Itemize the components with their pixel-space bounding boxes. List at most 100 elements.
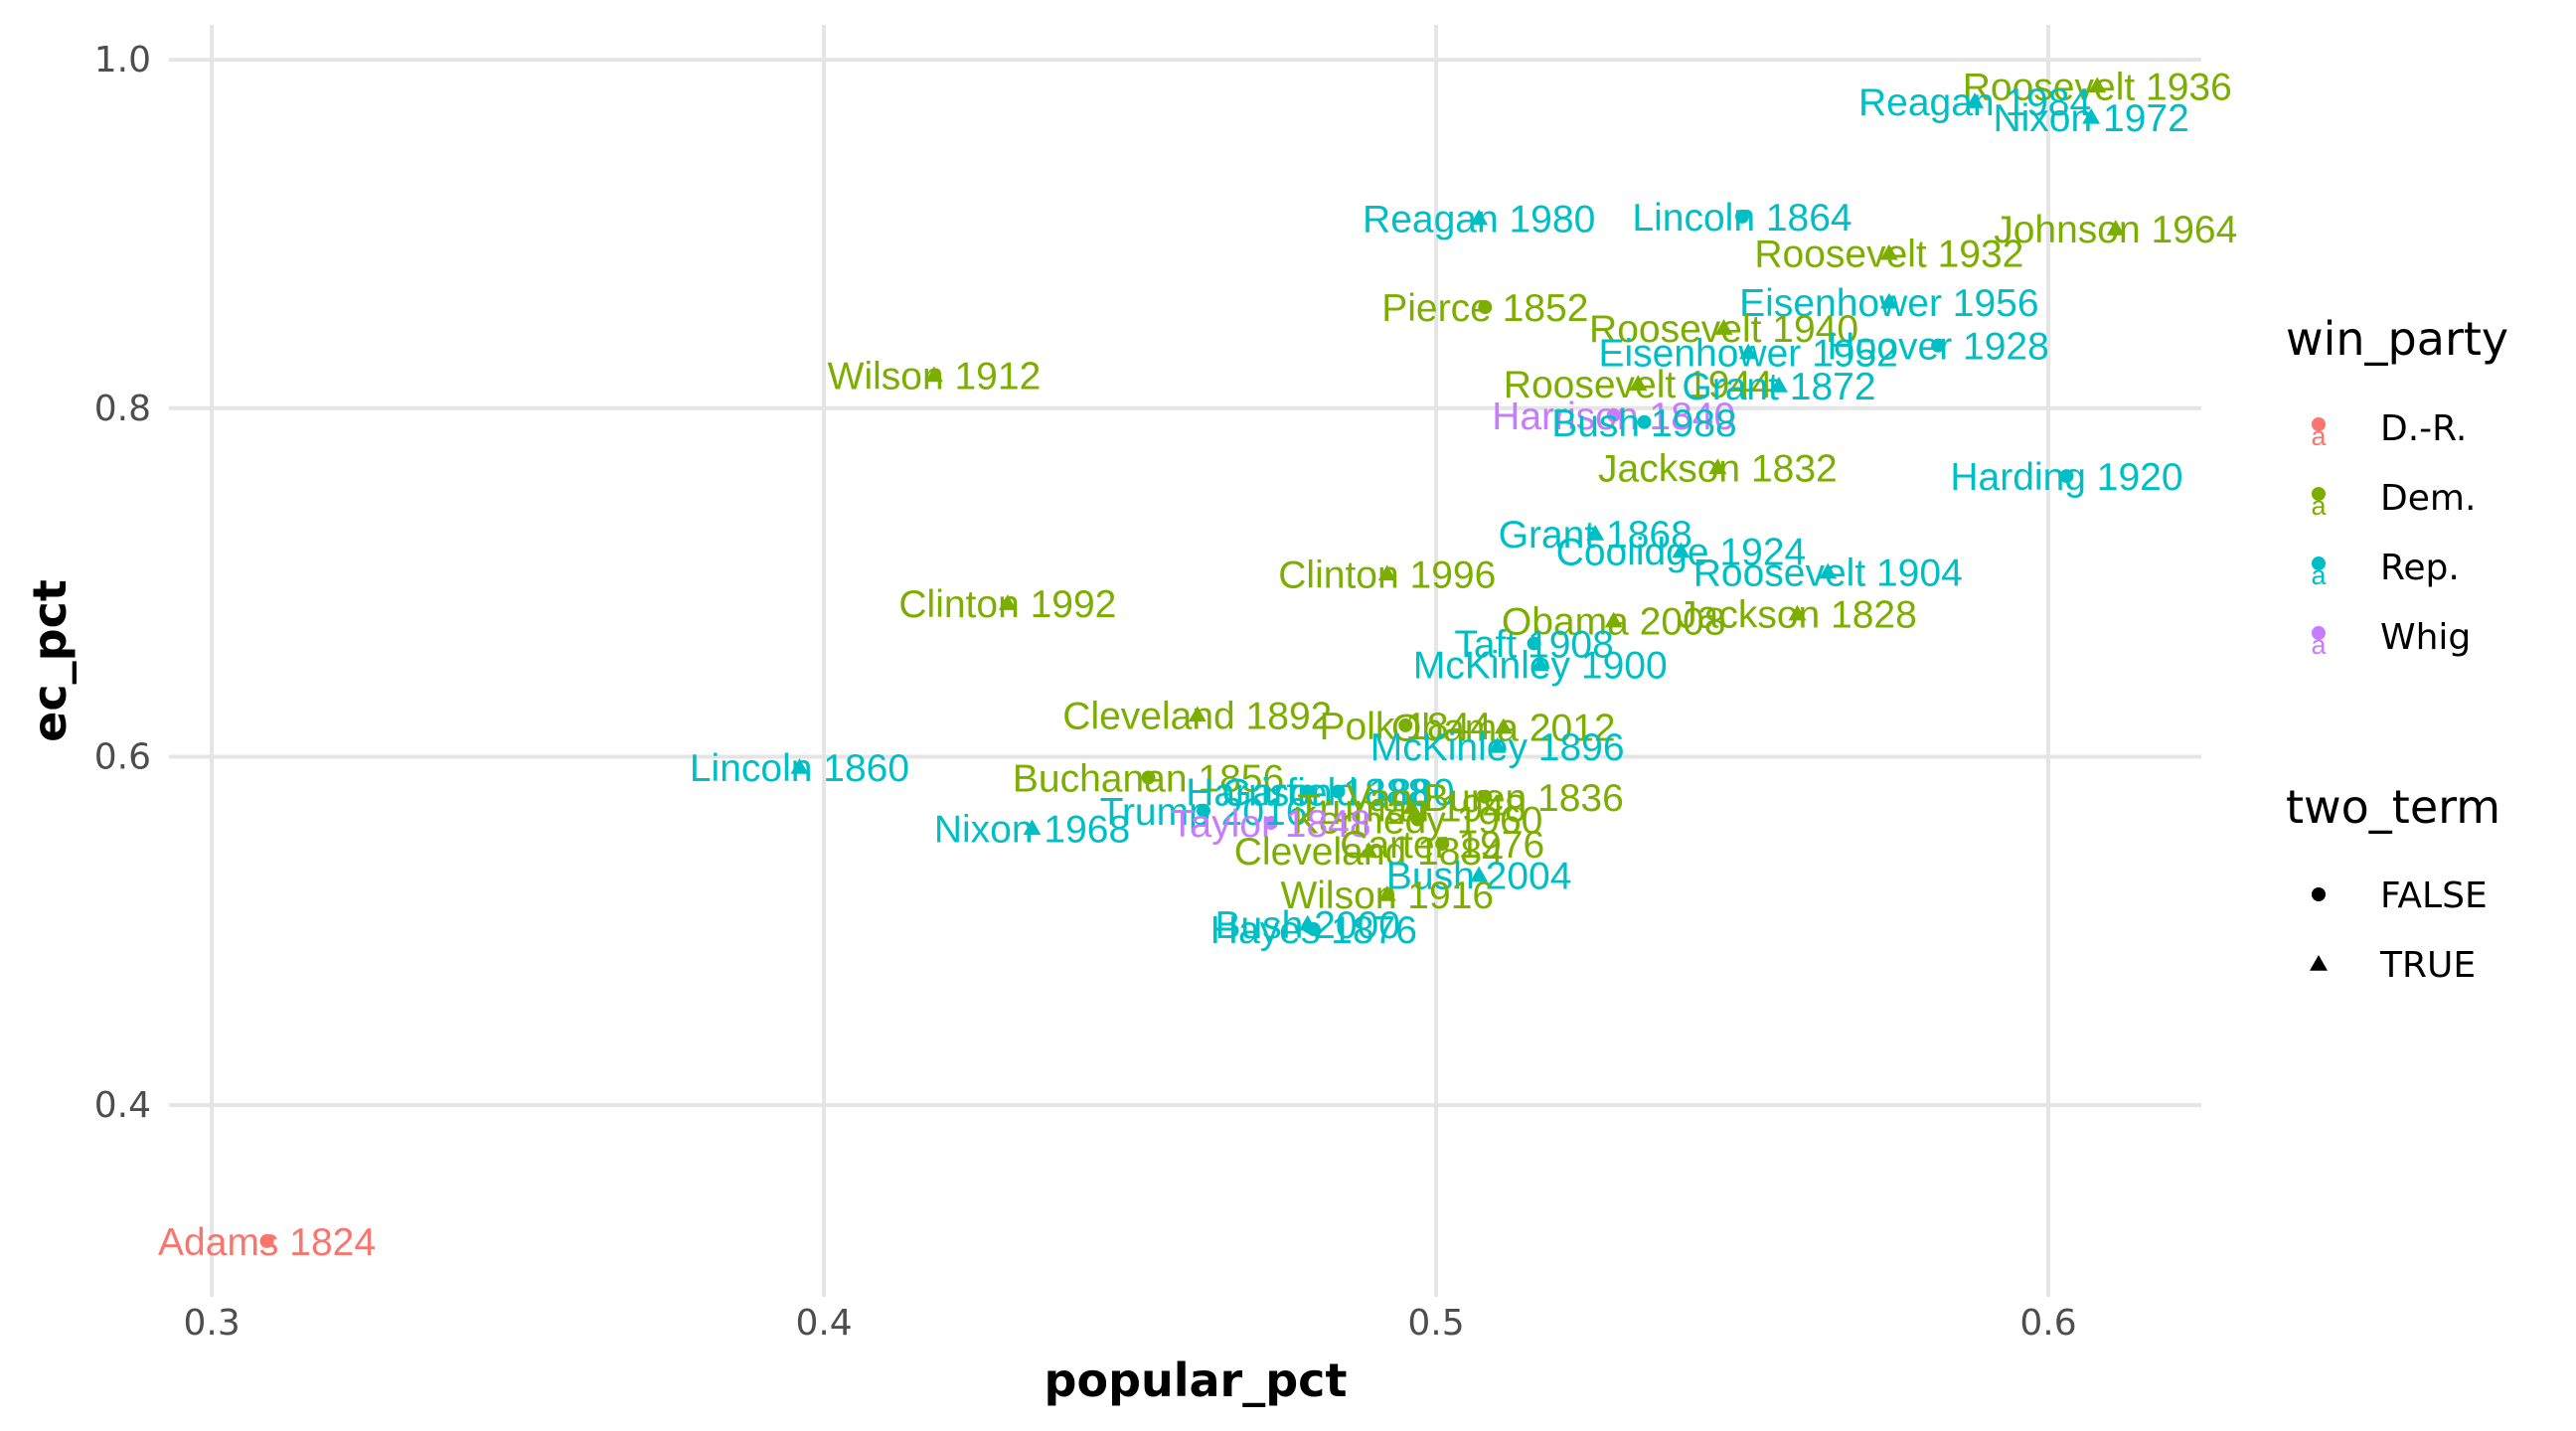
point-label: Nixon 1972 — [1993, 97, 2188, 140]
point-label: Nixon 1968 — [934, 808, 1130, 851]
data-point-triangle — [1377, 884, 1396, 901]
legend-item-label: D.-R. — [2380, 408, 2467, 449]
data-point-triangle — [1488, 736, 1507, 753]
data-point-triangle — [1966, 92, 1985, 108]
legend-item-label: TRUE — [2379, 945, 2476, 986]
legend-key-point — [2312, 487, 2326, 501]
point-label: Bush 2000 — [1214, 904, 1400, 947]
point-label: Roosevelt 1940 — [1589, 308, 1858, 351]
legend-key-text-glyph: a — [2311, 421, 2327, 451]
point-label: Reagan 1980 — [1363, 199, 1595, 241]
data-point-circle — [1300, 784, 1315, 799]
point-label: McKinley 1896 — [1370, 726, 1625, 769]
data-point-triangle — [1470, 209, 1489, 226]
point-label: Roosevelt 1932 — [1754, 234, 2023, 276]
data-point-triangle — [1023, 819, 1042, 836]
x-axis-ticks: 0.3 0.4 0.5 0.6 — [183, 1303, 2076, 1344]
y-tick-label: 0.6 — [94, 736, 151, 777]
data-point-circle — [1306, 922, 1321, 937]
data-point-triangle — [2088, 77, 2107, 93]
point-label: Reagan 1984 — [1858, 81, 2091, 124]
data-point-triangle — [998, 594, 1017, 610]
point-label: Pierce 1852 — [1381, 287, 1588, 330]
data-point-circle — [1478, 300, 1493, 315]
point-label: Obama 2008 — [1502, 601, 1726, 644]
data-point-circle — [1141, 770, 1156, 785]
point-label: Johnson 1964 — [1994, 209, 2237, 251]
data-point-triangle — [1714, 319, 1733, 335]
data-point-triangle — [1188, 706, 1207, 722]
point-label: Lincoln 1864 — [1632, 197, 1852, 239]
data-point-triangle — [1819, 562, 1838, 579]
data-point-circle — [1637, 414, 1652, 429]
legend-key-text-glyph: a — [2311, 630, 2327, 660]
point-label: Wilson 1916 — [1280, 874, 1494, 917]
point-label: Kennedy 1960 — [1293, 800, 1543, 843]
legend-key-point — [2312, 556, 2326, 570]
point-label: Jackson 1832 — [1598, 447, 1838, 490]
point-label: Bush 2004 — [1386, 856, 1572, 898]
data-point-triangle — [924, 366, 943, 383]
data-point-triangle — [1879, 243, 1898, 260]
point-label: Grant 1872 — [1682, 366, 1875, 408]
data-point-triangle — [1629, 375, 1648, 391]
y-tick-label: 0.8 — [94, 389, 151, 429]
x-tick-label: 0.3 — [183, 1303, 240, 1344]
data-point-circle — [1263, 816, 1278, 831]
data-point-circle — [2059, 469, 2074, 484]
data-point-triangle — [1470, 866, 1489, 882]
point-label: Eisenhower 1956 — [1739, 282, 2038, 325]
point-label: Taft 1908 — [1454, 623, 1613, 666]
point-label: Clinton 1992 — [898, 583, 1116, 626]
data-point-triangle — [790, 757, 809, 774]
point-label: Truman 1948 — [1297, 787, 1527, 830]
point-label: Roosevelt 1904 — [1693, 553, 1963, 595]
point-label: Roosevelt 1944 — [1504, 364, 1773, 406]
y-axis-ticks: 0.4 0.6 0.8 1.0 — [94, 40, 151, 1126]
point-label: Hoover 1928 — [1827, 326, 2048, 369]
point-label: Buchanan 1856 — [1013, 757, 1284, 800]
point-label: Obama 2012 — [1391, 708, 1616, 750]
data-point-triangle — [1494, 717, 1513, 734]
data-point-circle — [1398, 717, 1413, 732]
legend-key-text-glyph: a — [2311, 560, 2327, 590]
data-point-triangle — [1769, 376, 1788, 393]
point-label: Van Buren 1836 — [1347, 777, 1624, 820]
point-label: Trump 2016 — [1100, 791, 1308, 834]
legend-title: win_party — [2286, 312, 2508, 366]
point-label: Hayes 1876 — [1210, 909, 1417, 952]
legend-key-point — [2312, 626, 2326, 640]
x-tick-label: 0.5 — [1407, 1303, 1464, 1344]
legend-title: two_term — [2286, 780, 2500, 834]
point-label: Wilson 1912 — [828, 355, 1042, 398]
point-label: Cleveland 1892 — [1062, 695, 1332, 737]
x-axis-title: popular_pct — [1045, 1353, 1348, 1407]
data-point-triangle — [1739, 343, 1758, 360]
y-tick-label: 1.0 — [94, 40, 151, 80]
data-point-triangle — [1788, 604, 1807, 621]
data-point-circle — [1527, 636, 1541, 651]
data-point-circle — [1735, 209, 1750, 224]
point-label: Lincoln 1860 — [690, 747, 909, 790]
data-point-triangle — [1360, 842, 1378, 858]
legend-key-circle — [2312, 887, 2326, 901]
data-point-triangle — [1530, 655, 1549, 672]
point-label: Harrison 1840 — [1492, 396, 1735, 438]
data-point-circle — [1410, 812, 1425, 827]
data-point-circle — [1931, 338, 1946, 353]
point-label: Carter 1976 — [1340, 824, 1544, 867]
data-point-circle — [1478, 789, 1493, 804]
point-label: Garfield 1880 — [1221, 772, 1454, 815]
point-label: Clinton 1996 — [1278, 554, 1496, 596]
x-tick-label: 0.6 — [2019, 1303, 2076, 1344]
point-label: Cleveland 1884 — [1234, 831, 1504, 874]
point-label: Grant 1868 — [1499, 514, 1692, 556]
data-point-triangle — [1402, 798, 1421, 815]
legend-item-label: Rep. — [2380, 548, 2460, 588]
point-label: Coolidge 1924 — [1556, 532, 1807, 574]
data-point-triangle — [1604, 611, 1623, 628]
x-tick-label: 0.4 — [795, 1303, 852, 1344]
